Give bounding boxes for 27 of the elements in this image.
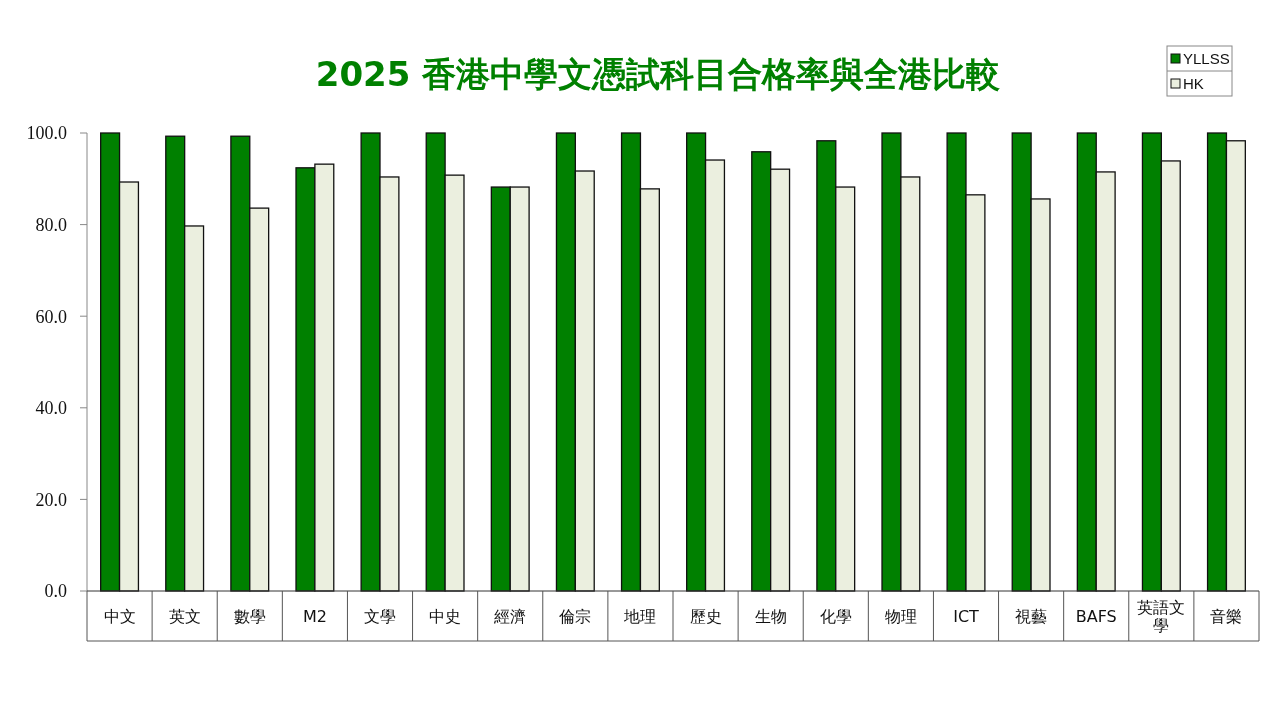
x-tick-label: 地理 <box>623 606 657 626</box>
y-tick-label: 60.0 <box>35 306 67 327</box>
x-tick-label: 生物 <box>754 606 787 626</box>
x-tick-label: 倫宗 <box>558 606 592 626</box>
legend-label: HK <box>1183 75 1204 93</box>
x-tick-label: BAFS <box>1075 606 1117 626</box>
x-tick-label: 中文 <box>103 606 136 626</box>
legend-label: YLLSS <box>1183 50 1230 68</box>
x-tick-label: 文學 <box>364 606 396 626</box>
x-tick-label: 英語文學 <box>1137 597 1186 635</box>
x-tick-label: 視藝 <box>1015 606 1048 626</box>
y-tick-label: 100.0 <box>26 123 67 144</box>
x-tick-label: 音樂 <box>1210 606 1243 626</box>
x-tick-label: 物理 <box>884 606 917 626</box>
y-tick-label: 0.0 <box>44 581 67 602</box>
x-tick-label: M2 <box>302 606 327 626</box>
y-tick-label: 40.0 <box>35 398 67 419</box>
x-tick-label: 數學 <box>233 606 266 626</box>
x-tick-label: 歷史 <box>689 606 722 626</box>
x-tick-label: 經濟 <box>493 606 527 626</box>
x-tick-label: 中史 <box>429 606 462 626</box>
x-tick-label: ICT <box>953 606 980 626</box>
y-tick-label: 80.0 <box>35 214 67 235</box>
x-tick-label: 英文 <box>168 606 201 626</box>
chart-title: 2025 香港中學文憑試科目合格率與全港比較 <box>315 54 1001 94</box>
y-tick-label: 20.0 <box>35 489 67 510</box>
x-tick-label: 化學 <box>819 606 852 626</box>
